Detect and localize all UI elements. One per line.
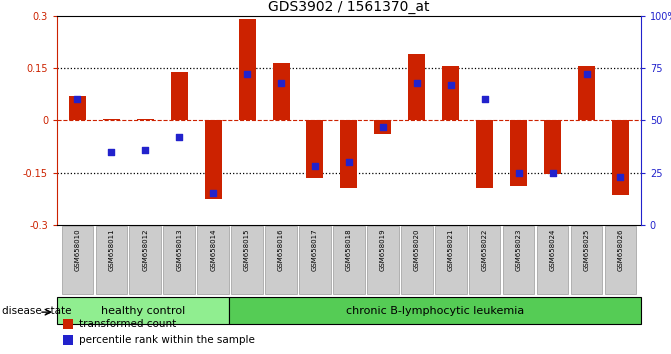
Point	[106, 149, 117, 154]
Bar	[103, 119, 120, 120]
Point	[581, 72, 592, 77]
Bar	[170, 72, 188, 120]
Point	[208, 190, 219, 196]
Point	[174, 134, 185, 140]
Point	[411, 80, 422, 86]
Point	[615, 174, 626, 179]
Bar	[469, 226, 501, 294]
Bar	[367, 226, 399, 294]
Point	[446, 82, 456, 88]
Bar	[205, 120, 221, 199]
Bar	[69, 96, 86, 120]
Bar	[95, 226, 127, 294]
Point	[140, 147, 151, 153]
Text: transformed count: transformed count	[79, 319, 176, 329]
Bar	[605, 226, 636, 294]
Bar	[401, 226, 433, 294]
Bar	[503, 226, 534, 294]
Bar	[265, 226, 297, 294]
Point	[242, 72, 252, 77]
Point	[378, 124, 389, 130]
Bar	[239, 19, 256, 120]
Point	[513, 170, 524, 175]
Bar	[537, 226, 568, 294]
Bar	[229, 297, 641, 324]
Text: GSM658011: GSM658011	[108, 228, 114, 271]
Text: disease state: disease state	[2, 306, 72, 316]
Bar	[197, 226, 229, 294]
Text: GSM658022: GSM658022	[482, 228, 488, 271]
Bar	[307, 120, 323, 178]
Bar	[63, 335, 73, 345]
Bar	[442, 67, 459, 120]
Text: chronic B-lymphocytic leukemia: chronic B-lymphocytic leukemia	[346, 306, 524, 316]
Text: GSM658012: GSM658012	[142, 228, 148, 271]
Bar	[340, 120, 358, 188]
Text: healthy control: healthy control	[101, 306, 185, 316]
Point	[72, 97, 83, 102]
Text: GSM658013: GSM658013	[176, 228, 183, 271]
Bar	[409, 54, 425, 120]
Bar	[57, 297, 229, 324]
Text: GSM658016: GSM658016	[278, 228, 284, 271]
Text: GSM658025: GSM658025	[584, 228, 590, 271]
Text: GSM658019: GSM658019	[380, 228, 386, 271]
Bar	[231, 226, 263, 294]
Bar	[272, 63, 289, 120]
Text: GSM658010: GSM658010	[74, 228, 81, 271]
Bar	[374, 120, 391, 133]
Bar	[571, 226, 603, 294]
Text: GSM658014: GSM658014	[210, 228, 216, 271]
Title: GDS3902 / 1561370_at: GDS3902 / 1561370_at	[268, 0, 429, 13]
Bar	[435, 226, 466, 294]
Text: GSM658020: GSM658020	[414, 228, 420, 271]
Bar	[476, 120, 493, 188]
Bar	[544, 120, 561, 174]
Point	[479, 97, 490, 102]
Point	[276, 80, 287, 86]
Bar	[578, 67, 595, 120]
Point	[344, 159, 354, 165]
Bar	[612, 120, 629, 195]
Text: GSM658023: GSM658023	[515, 228, 521, 271]
Text: GSM658018: GSM658018	[346, 228, 352, 271]
Bar	[164, 226, 195, 294]
Point	[309, 164, 320, 169]
Bar	[62, 226, 93, 294]
Bar	[333, 226, 365, 294]
Bar	[137, 119, 154, 120]
Text: percentile rank within the sample: percentile rank within the sample	[79, 335, 255, 345]
Text: GSM658021: GSM658021	[448, 228, 454, 271]
Text: GSM658026: GSM658026	[617, 228, 623, 271]
Text: GSM658024: GSM658024	[550, 228, 556, 271]
Bar	[63, 319, 73, 329]
Bar	[510, 120, 527, 187]
Point	[547, 170, 558, 175]
Text: GSM658017: GSM658017	[312, 228, 318, 271]
Bar	[299, 226, 331, 294]
Bar	[130, 226, 161, 294]
Text: GSM658015: GSM658015	[244, 228, 250, 271]
